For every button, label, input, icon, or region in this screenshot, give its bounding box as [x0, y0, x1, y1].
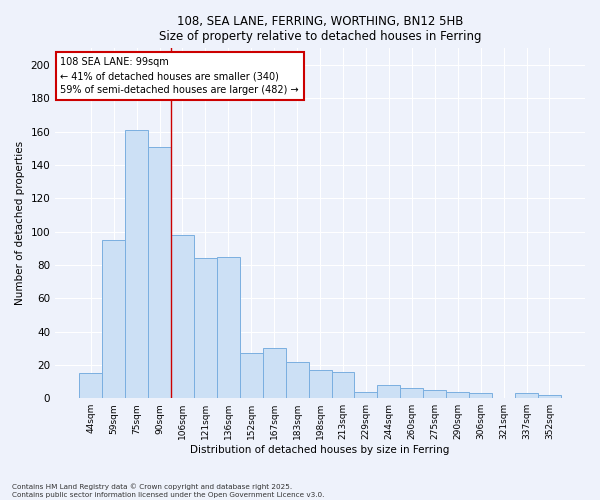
Bar [79, 373, 102, 398]
Bar [308, 370, 332, 398]
Bar [446, 392, 469, 398]
Bar [240, 353, 263, 398]
Bar [332, 372, 355, 398]
Text: 108 SEA LANE: 99sqm
← 41% of detached houses are smaller (340)
59% of semi-detac: 108 SEA LANE: 99sqm ← 41% of detached ho… [61, 57, 299, 95]
Bar [148, 146, 171, 398]
Bar [102, 240, 125, 398]
X-axis label: Distribution of detached houses by size in Ferring: Distribution of detached houses by size … [190, 445, 450, 455]
Bar [171, 235, 194, 398]
Bar [286, 362, 308, 398]
Bar [400, 388, 423, 398]
Title: 108, SEA LANE, FERRING, WORTHING, BN12 5HB
Size of property relative to detached: 108, SEA LANE, FERRING, WORTHING, BN12 5… [159, 15, 481, 43]
Text: Contains HM Land Registry data © Crown copyright and database right 2025.
Contai: Contains HM Land Registry data © Crown c… [12, 484, 325, 498]
Bar [194, 258, 217, 398]
Bar [355, 392, 377, 398]
Y-axis label: Number of detached properties: Number of detached properties [15, 141, 25, 306]
Bar [377, 385, 400, 398]
Bar [217, 256, 240, 398]
Bar [538, 395, 561, 398]
Bar [263, 348, 286, 398]
Bar [125, 130, 148, 398]
Bar [515, 393, 538, 398]
Bar [469, 393, 492, 398]
Bar [423, 390, 446, 398]
